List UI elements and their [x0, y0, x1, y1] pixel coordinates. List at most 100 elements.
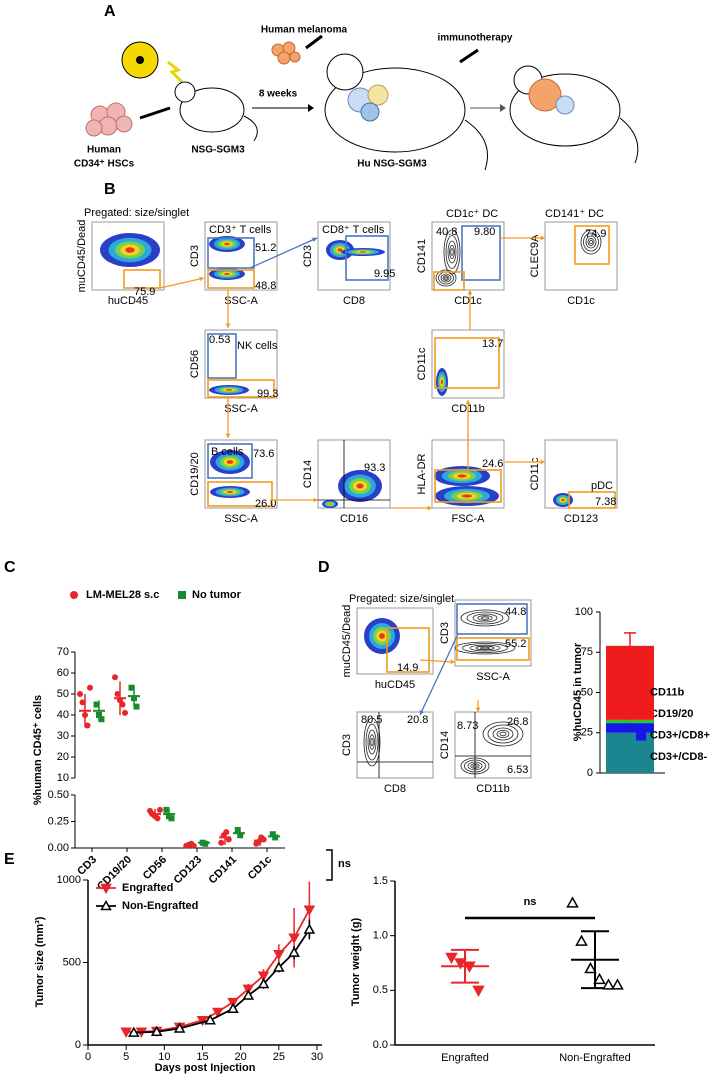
- schematic-label: NSG-SGM3: [191, 145, 245, 156]
- legend-label: CD19/20: [650, 708, 693, 720]
- point: [454, 958, 467, 970]
- point: [122, 709, 128, 716]
- point: [472, 985, 485, 997]
- point: [303, 905, 316, 916]
- flow-x-label: CD16: [340, 513, 368, 525]
- contour: [447, 240, 457, 264]
- density: [337, 248, 343, 252]
- annotation: ns: [524, 896, 537, 908]
- gate-label: 6.53: [507, 764, 528, 776]
- gate-label: 26.0: [255, 498, 276, 510]
- point: [445, 952, 458, 965]
- legend-swatch: [636, 752, 646, 762]
- flow-x-label: SSC-A: [476, 671, 510, 683]
- y-tick-label: 0: [75, 1039, 81, 1051]
- contour: [580, 229, 602, 255]
- point: [128, 684, 135, 691]
- gate-label: 74.9: [585, 228, 606, 240]
- contour: [487, 724, 519, 744]
- gate-label: 9.95: [374, 268, 395, 280]
- panel-label: B: [104, 181, 116, 198]
- flow-y-label: CD14: [439, 731, 451, 759]
- contour: [482, 721, 524, 747]
- gate-label: CD1c⁺ DC: [446, 208, 498, 220]
- arrow-head: [308, 104, 314, 112]
- arrow-head: [313, 497, 318, 503]
- point: [242, 984, 255, 995]
- flow-x-label: huCD45: [375, 679, 415, 691]
- density: [224, 273, 230, 275]
- flow-y-label: CD19/20: [189, 452, 201, 495]
- point: [119, 701, 126, 708]
- gate-label: 8.73: [457, 720, 478, 732]
- legend-marker: [100, 899, 112, 911]
- point: [303, 923, 316, 934]
- gate: [207, 379, 275, 398]
- flow-frame: [454, 599, 532, 667]
- contour: [443, 229, 461, 275]
- mouse-tail: [619, 117, 639, 164]
- gate-label: 75.9: [134, 286, 155, 298]
- y-tick-label: 40: [57, 709, 69, 721]
- schematic-label: Human melanoma: [261, 25, 348, 36]
- contour: [450, 248, 454, 256]
- gate: [207, 269, 255, 289]
- y-tick-label: 1.5: [373, 875, 388, 887]
- density: [457, 474, 467, 478]
- flow-y-label: CD14: [302, 460, 314, 488]
- point: [133, 703, 140, 710]
- organ: [367, 84, 389, 106]
- point: [82, 712, 88, 718]
- y-tick-label: 30: [57, 730, 69, 742]
- legend-label: CD3+/CD8-: [650, 751, 707, 763]
- flow-frame: [544, 221, 618, 291]
- flow-x-label: CD123: [564, 513, 598, 525]
- arrow-head: [199, 276, 204, 282]
- point: [269, 831, 276, 838]
- gating-arrow: [419, 659, 456, 663]
- flow-y-label: CD3: [189, 245, 201, 267]
- contour: [365, 723, 379, 761]
- point: [257, 977, 270, 989]
- syringe: [459, 48, 479, 64]
- y-tick-label: 70: [57, 646, 69, 658]
- point: [242, 989, 255, 1000]
- legend-label: Engrafted: [122, 882, 173, 894]
- density: [561, 498, 565, 502]
- gate-label: 24.6: [482, 458, 503, 470]
- schematic-label: Hu NSG-SGM3: [357, 159, 427, 170]
- point: [223, 829, 230, 836]
- legend-swatch: [636, 730, 646, 741]
- gate-label: 55.2: [505, 638, 526, 650]
- flow-y-label: CD141: [416, 239, 428, 273]
- gate-label: 99.3: [257, 388, 278, 400]
- contour: [370, 738, 374, 747]
- gate-label: 7.38: [595, 496, 616, 508]
- bar-segment: [606, 645, 654, 720]
- gate-label: 0.53: [209, 334, 230, 346]
- organ: [555, 95, 575, 115]
- point: [566, 896, 579, 908]
- contour: [466, 611, 504, 625]
- schematic-label: CD34⁺ HSCs: [74, 159, 135, 170]
- flow-y-label: CD11c: [529, 457, 541, 490]
- gate-label: 20.8: [407, 714, 428, 726]
- flow-y-label: CD3: [302, 245, 314, 267]
- x-tick-label: 20: [235, 1051, 247, 1063]
- gate-label: 9.80: [474, 226, 495, 238]
- point: [273, 961, 285, 972]
- syringe: [139, 106, 171, 120]
- point: [575, 934, 588, 946]
- density: [328, 503, 332, 505]
- contour: [475, 645, 495, 651]
- point: [204, 1014, 216, 1025]
- arrow-head: [500, 104, 506, 112]
- gating-arrow: [159, 277, 205, 289]
- y-tick-label: 0.0: [373, 1039, 388, 1051]
- arrow-head: [465, 400, 471, 405]
- point: [237, 832, 244, 839]
- pregate-note: Pregated: size/singlet: [84, 207, 189, 219]
- arrow-head: [475, 707, 481, 712]
- point: [260, 836, 267, 843]
- schematic: Human CD34⁺ HSCs NSG-SGM3 Human melanoma…: [74, 25, 639, 171]
